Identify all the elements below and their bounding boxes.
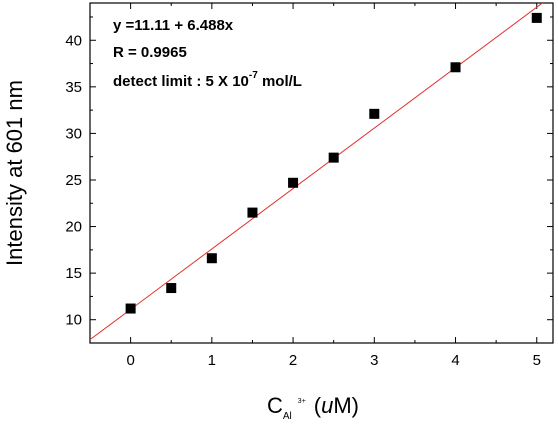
y-tick-label: 40 — [65, 32, 82, 49]
data-point — [450, 62, 461, 73]
r-value-label: R = 0.9965 — [113, 44, 187, 61]
y-tick-label: 30 — [65, 125, 82, 142]
equation-label: y =11.11 + 6.488x — [113, 17, 234, 34]
x-axis-title-unit-open: ( — [314, 393, 322, 418]
data-markers — [125, 12, 542, 314]
detect-limit-exponent: -7 — [249, 70, 258, 81]
detect-limit-label: detect limit : 5 X 10-7 mol/L — [113, 70, 302, 90]
axis-ticks — [90, 3, 553, 344]
x-tick-label: 1 — [208, 352, 216, 369]
data-point — [531, 12, 542, 23]
x-tick-label: 4 — [451, 352, 459, 369]
x-tick-label: 0 — [126, 352, 134, 369]
detect-limit-prefix: detect limit : 5 X 10 — [113, 73, 249, 90]
x-tick-label: 5 — [533, 352, 541, 369]
plot-frame — [89, 2, 554, 344]
data-point — [166, 283, 177, 294]
data-point — [206, 253, 217, 264]
tick-labels: 0 1 2 3 4 5 10 15 20 25 30 35 40 — [65, 32, 541, 369]
y-tick-label: 25 — [65, 172, 82, 189]
data-point — [247, 207, 258, 218]
fit-line — [90, 3, 544, 340]
x-axis-title-sub: Al — [283, 411, 292, 422]
y-tick-label: 15 — [65, 265, 82, 282]
x-axis-title-unit-italic: u — [321, 393, 333, 418]
x-axis-title-main: C — [267, 393, 283, 418]
data-point — [369, 108, 380, 119]
x-axis-title-unit-rest: M) — [333, 393, 359, 418]
x-tick-label: 2 — [289, 352, 297, 369]
y-axis-title: Intensity at 601 nm — [2, 80, 27, 266]
y-tick-label: 20 — [65, 219, 82, 236]
data-point — [125, 303, 136, 314]
data-point — [328, 152, 339, 163]
annotation-box: y =11.11 + 6.488x R = 0.9965 detect limi… — [113, 17, 302, 90]
data-point — [288, 177, 299, 188]
x-axis-title: CAl 3+ (uM) — [267, 393, 359, 422]
detect-limit-suffix: mol/L — [258, 73, 302, 90]
x-tick-label: 3 — [370, 352, 378, 369]
x-axis-title-sup: 3+ — [298, 398, 306, 405]
y-tick-label: 35 — [65, 79, 82, 96]
y-tick-label: 10 — [65, 312, 82, 329]
